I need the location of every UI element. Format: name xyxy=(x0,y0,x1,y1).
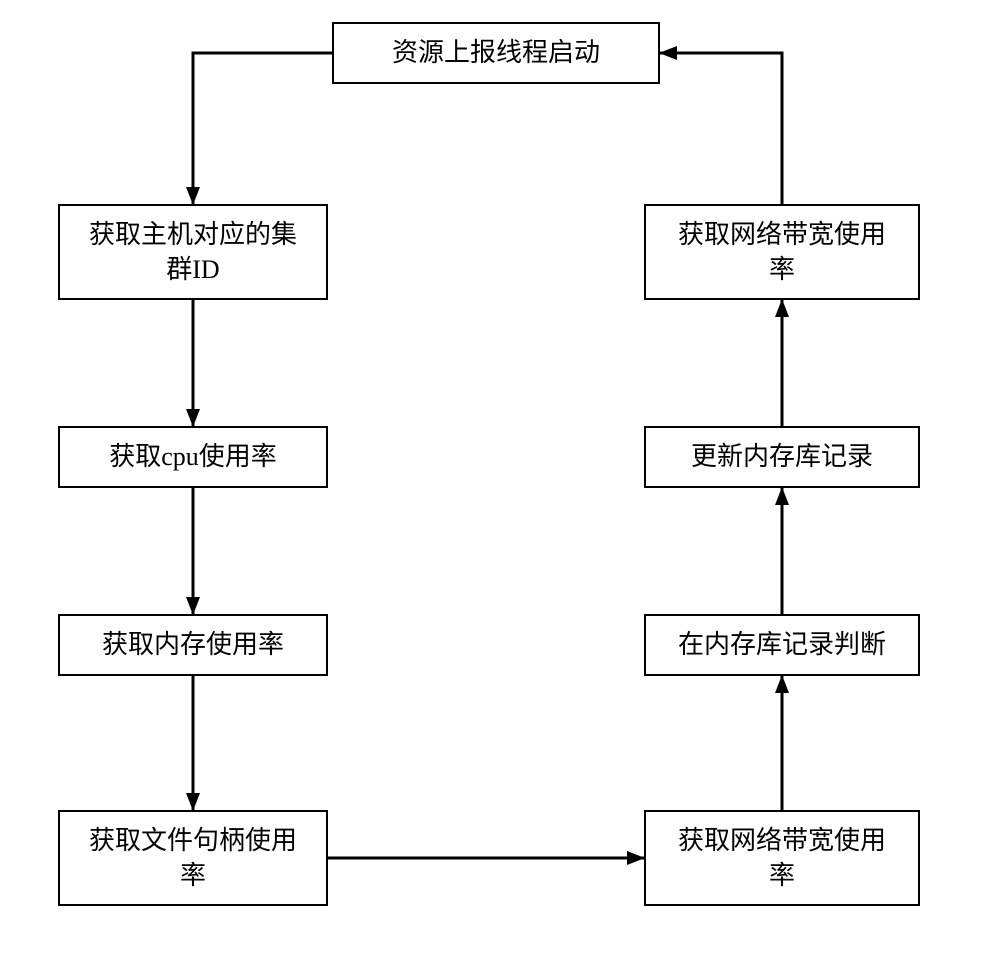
node-r2: 更新内存库记录 xyxy=(644,426,920,488)
node-label: 获取网络带宽使用率 xyxy=(678,823,886,893)
node-r4: 获取网络带宽使用率 xyxy=(644,810,920,906)
node-r3: 在内存库记录判断 xyxy=(644,614,920,676)
edge-arrow xyxy=(660,53,782,204)
node-label: 获取内存使用率 xyxy=(102,627,284,662)
node-label: 在内存库记录判断 xyxy=(678,627,886,662)
node-r1: 获取网络带宽使用率 xyxy=(644,204,920,300)
edge-arrow xyxy=(193,53,332,204)
node-label: 获取文件句柄使用率 xyxy=(89,823,297,893)
node-top: 资源上报线程启动 xyxy=(332,22,660,84)
node-l4: 获取文件句柄使用率 xyxy=(58,810,328,906)
node-label: 更新内存库记录 xyxy=(691,439,873,474)
node-l1: 获取主机对应的集群ID xyxy=(58,204,328,300)
node-l3: 获取内存使用率 xyxy=(58,614,328,676)
node-label: 获取网络带宽使用率 xyxy=(678,217,886,287)
node-label: 资源上报线程启动 xyxy=(392,35,600,70)
node-label: 获取cpu使用率 xyxy=(109,439,277,474)
node-label: 获取主机对应的集群ID xyxy=(89,217,297,287)
node-l2: 获取cpu使用率 xyxy=(58,426,328,488)
